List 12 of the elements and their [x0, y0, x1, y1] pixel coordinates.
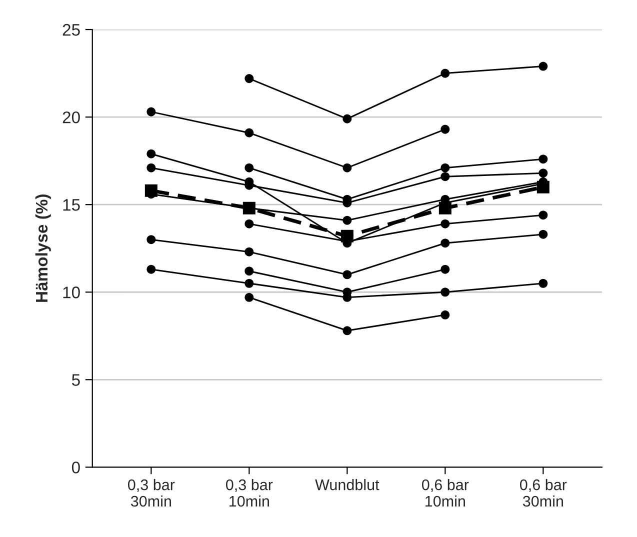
y-tick-label: 0: [72, 462, 80, 474]
y-tick-label: 10: [63, 286, 80, 298]
x-tick-label: 0,6 bar 10min: [422, 478, 469, 507]
x-tick-label: Wundblut: [315, 478, 380, 490]
x-tick-label: 0,3 bar 30min: [128, 478, 175, 507]
x-tick-label: 0,6 bar 30min: [520, 478, 567, 507]
y-axis-title: Hämolyse (%): [35, 194, 51, 302]
y-tick-label: 15: [63, 199, 80, 211]
y-tick-label: 20: [62, 111, 80, 124]
x-tick-label: 0,3 bar 10min: [226, 478, 273, 507]
y-tick-label: 25: [62, 24, 80, 36]
y-tick-label: 5: [72, 374, 80, 386]
